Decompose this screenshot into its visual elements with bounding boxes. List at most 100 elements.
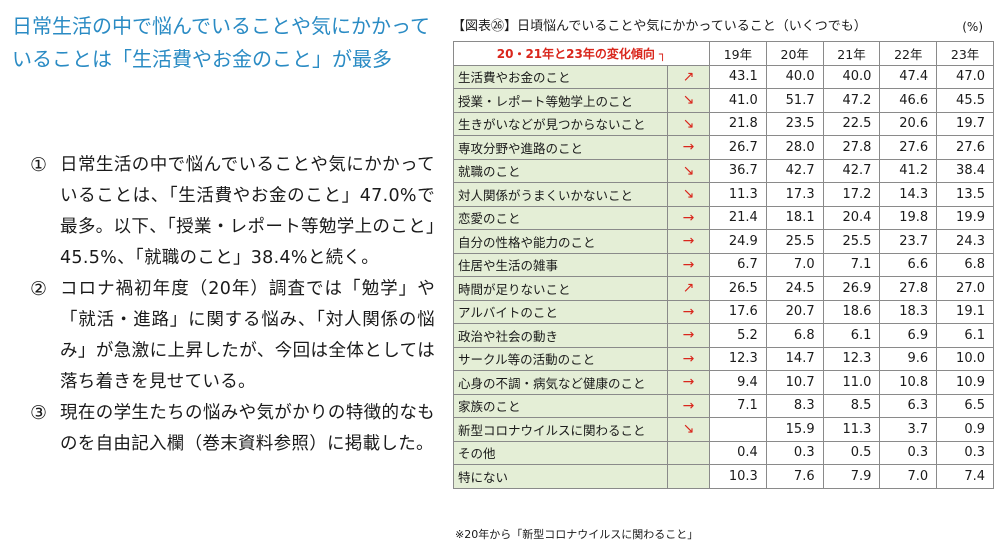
table-row: 家族のこと → 7.1 8.3 8.5 6.3 6.5 (453, 393, 994, 418)
value-cell: 38.4 (936, 158, 994, 183)
key-point-3: ③ 現在の学生たちの悩みや気がかりの特徴的なものを自由記入欄（巻末資料参照）に掲… (30, 398, 435, 460)
value-cell: 36.7 (709, 158, 767, 183)
row-label: 恋愛のこと (453, 205, 668, 230)
table-row: 授業・レポート等勉学上のこと ↘ 41.0 51.7 47.2 46.6 45.5 (453, 88, 994, 113)
value-cell: 19.1 (936, 299, 994, 324)
value-cell: 7.0 (765, 252, 824, 277)
value-cell: 14.7 (765, 346, 824, 371)
value-cell: 7.1 (822, 252, 881, 277)
value-cell: 11.3 (822, 417, 881, 442)
page-headline: 日常生活の中で悩んでいることや気にかかっていることは「生活費やお金のこと」が最多 (12, 14, 430, 71)
value-cell: 12.3 (822, 346, 881, 371)
trend-arrow-icon: → (666, 323, 711, 348)
value-cell: 26.7 (709, 135, 767, 160)
key-point-text: 現在の学生たちの悩みや気がかりの特徴的なものを自由記入欄（巻末資料参照）に掲載し… (60, 403, 435, 454)
value-cell: 0.3 (879, 440, 938, 465)
worries-table: 20・21年と23年の変化傾向 ┐ 19年 20年 21年 22年 23年 生活… (452, 41, 994, 489)
value-cell: 7.0 (879, 464, 938, 489)
value-cell: 10.9 (936, 370, 994, 395)
trend-arrow-icon: → (666, 346, 711, 371)
value-cell: 10.3 (709, 464, 767, 489)
row-label: 生きがいなどが見つからないこと (453, 111, 668, 136)
value-cell: 11.3 (709, 182, 767, 207)
value-cell: 41.0 (709, 88, 767, 113)
value-cell: 7.9 (822, 464, 881, 489)
value-cell: 41.2 (879, 158, 938, 183)
value-cell: 5.2 (709, 323, 767, 348)
table-header-row: 20・21年と23年の変化傾向 ┐ 19年 20年 21年 22年 23年 (452, 41, 994, 66)
row-label: 生活費やお金のこと (453, 64, 668, 89)
value-cell: 27.6 (879, 135, 938, 160)
value-cell: 24.5 (765, 276, 824, 301)
value-cell: 6.8 (765, 323, 824, 348)
table-row: 専攻分野や進路のこと → 26.7 28.0 27.8 27.6 27.6 (453, 135, 994, 160)
value-cell: 6.9 (879, 323, 938, 348)
value-cell: 25.5 (822, 229, 881, 254)
figure-unit: (%) (962, 20, 983, 34)
table-row: 恋愛のこと → 21.4 18.1 20.4 19.8 19.9 (453, 205, 994, 230)
value-cell: 20.7 (765, 299, 824, 324)
table-row: 就職のこと ↘ 36.7 42.7 42.7 41.2 38.4 (453, 158, 994, 183)
row-label: 専攻分野や進路のこと (453, 135, 668, 160)
value-cell: 6.1 (822, 323, 881, 348)
value-cell: 20.4 (822, 205, 881, 230)
trend-arrow-icon: ↗ (666, 276, 711, 301)
value-cell: 10.8 (879, 370, 938, 395)
trend-arrow-icon (666, 464, 711, 489)
value-cell: 17.6 (709, 299, 767, 324)
year-column-header: 19年 (709, 41, 767, 66)
value-cell: 0.3 (936, 440, 994, 465)
figure-title: 【図表㉖】日頃悩んでいることや気にかかっていること（いくつでも） (452, 19, 867, 34)
table-row: 特にない 10.3 7.6 7.9 7.0 7.4 (453, 464, 994, 489)
row-label: 就職のこと (453, 158, 668, 183)
value-cell: 0.9 (936, 417, 994, 442)
value-cell: 11.0 (822, 370, 881, 395)
trend-arrow-icon: → (666, 299, 711, 324)
key-point-text: コロナ禍初年度（20年）調査では「勉学」や「就活・進路」に関する悩み、「対人関係… (60, 279, 435, 392)
value-cell: 6.8 (936, 252, 994, 277)
value-cell: 40.0 (822, 64, 881, 89)
value-cell: 23.7 (879, 229, 938, 254)
row-label: 家族のこと (453, 393, 668, 418)
table-row: アルバイトのこと → 17.6 20.7 18.6 18.3 19.1 (453, 299, 994, 324)
value-cell: 47.0 (936, 64, 994, 89)
year-column-header: 21年 (822, 41, 881, 66)
value-cell: 19.7 (936, 111, 994, 136)
value-cell: 21.8 (709, 111, 767, 136)
value-cell: 47.4 (879, 64, 938, 89)
value-cell: 10.0 (936, 346, 994, 371)
row-label: サークル等の活動のこと (453, 346, 668, 371)
trend-arrow-icon: → (666, 229, 711, 254)
value-cell: 26.5 (709, 276, 767, 301)
value-cell: 43.1 (709, 64, 767, 89)
trend-arrow-icon: ↘ (666, 182, 711, 207)
row-label: 心身の不調・病気など健康のこと (453, 370, 668, 395)
value-cell: 3.7 (879, 417, 938, 442)
value-cell: 12.3 (709, 346, 767, 371)
value-cell: 15.9 (765, 417, 824, 442)
trend-arrow-icon: → (666, 135, 711, 160)
key-point-text: 日常生活の中で悩んでいることや気にかかっていることは、「生活費やお金のこと」47… (60, 155, 435, 268)
key-point-marker: ① (30, 154, 48, 176)
value-cell: 9.6 (879, 346, 938, 371)
row-label: 時間が足りないこと (453, 276, 668, 301)
year-column-header: 22年 (879, 41, 938, 66)
value-cell: 8.5 (822, 393, 881, 418)
table-row: 時間が足りないこと ↗ 26.5 24.5 26.9 27.8 27.0 (453, 276, 994, 301)
table-row: 生きがいなどが見つからないこと ↘ 21.8 23.5 22.5 20.6 19.7 (453, 111, 994, 136)
key-point-2: ② コロナ禍初年度（20年）調査では「勉学」や「就活・進路」に関する悩み、「対人… (30, 274, 435, 398)
row-label: その他 (453, 440, 668, 465)
value-cell: 40.0 (765, 64, 824, 89)
key-point-1: ① 日常生活の中で悩んでいることや気にかかっていることは、「生活費やお金のこと」… (30, 150, 435, 274)
value-cell: 7.6 (765, 464, 824, 489)
value-cell: 51.7 (765, 88, 824, 113)
value-cell: 45.5 (936, 88, 994, 113)
key-point-marker: ③ (30, 402, 48, 424)
value-cell: 17.2 (822, 182, 881, 207)
value-cell: 6.6 (879, 252, 938, 277)
value-cell: 26.9 (822, 276, 881, 301)
row-label: 対人関係がうまくいかないこと (453, 182, 668, 207)
trend-arrow-icon: ↘ (666, 111, 711, 136)
trend-arrow-icon: ↘ (666, 158, 711, 183)
year-column-header: 23年 (936, 41, 994, 66)
